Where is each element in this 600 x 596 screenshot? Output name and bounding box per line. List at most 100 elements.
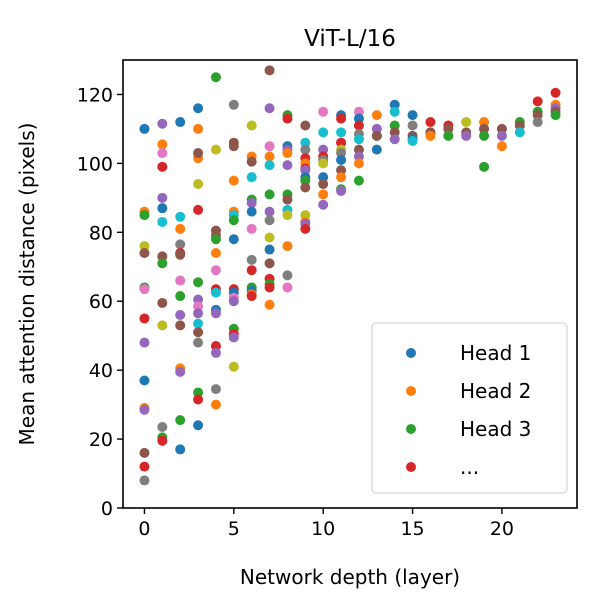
data-point (353, 175, 364, 186)
data-point (175, 117, 186, 128)
data-point (246, 223, 257, 234)
data-point (389, 134, 400, 145)
data-point (479, 130, 490, 141)
data-point (139, 123, 150, 134)
data-point (496, 123, 507, 134)
data-point (282, 194, 293, 205)
data-point (371, 130, 382, 141)
data-point (264, 189, 275, 200)
data-point (246, 172, 257, 183)
data-point (336, 185, 347, 196)
data-point (300, 165, 311, 176)
data-point (193, 394, 204, 405)
data-point (228, 141, 239, 152)
data-point (193, 301, 204, 312)
data-point (193, 318, 204, 329)
data-point (157, 258, 168, 269)
data-point (282, 270, 293, 281)
data-point (318, 199, 329, 210)
data-point (193, 123, 204, 134)
data-point (139, 375, 150, 386)
data-point (228, 215, 239, 226)
data-point (443, 123, 454, 134)
data-point (479, 117, 490, 128)
data-point (282, 210, 293, 221)
x-tick-label: 5 (228, 518, 240, 540)
data-point (264, 160, 275, 171)
data-point (210, 265, 221, 276)
data-point (514, 120, 525, 131)
data-point (175, 239, 186, 250)
data-point (353, 151, 364, 162)
data-point (139, 475, 150, 486)
plot-frame (122, 59, 578, 509)
data-point (210, 287, 221, 298)
data-point (336, 137, 347, 148)
data-point (550, 87, 561, 98)
data-point (407, 135, 418, 146)
y-tick-label: 20 (89, 429, 113, 451)
data-point (282, 282, 293, 293)
legend-marker (406, 462, 416, 472)
data-point (264, 141, 275, 152)
data-point (139, 241, 150, 252)
legend-marker (406, 348, 416, 358)
data-point (228, 99, 239, 110)
data-point (139, 337, 150, 348)
data-points (139, 65, 561, 486)
data-point (532, 110, 543, 121)
data-point (318, 144, 329, 155)
data-point (550, 110, 561, 121)
data-point (210, 72, 221, 83)
data-point (210, 144, 221, 155)
data-point (264, 232, 275, 243)
data-point (246, 206, 257, 217)
data-point (496, 130, 507, 141)
data-point (264, 65, 275, 76)
data-point (336, 165, 347, 176)
data-point (157, 118, 168, 129)
data-point (389, 99, 400, 110)
data-point (389, 127, 400, 138)
data-point (282, 160, 293, 171)
data-point (318, 179, 329, 190)
data-point (139, 447, 150, 458)
data-point (246, 156, 257, 167)
y-tick-label: 80 (89, 222, 113, 244)
data-point (193, 294, 204, 305)
data-point (157, 139, 168, 150)
data-point (443, 130, 454, 141)
data-point (210, 247, 221, 258)
data-point (193, 420, 204, 431)
data-point (300, 144, 311, 155)
data-point (353, 113, 364, 124)
data-point (318, 158, 329, 169)
data-point (228, 234, 239, 245)
data-point (193, 204, 204, 215)
data-point (210, 234, 221, 245)
data-point (407, 110, 418, 121)
x-tick-label: 20 (490, 518, 514, 540)
data-point (139, 313, 150, 324)
data-point (389, 120, 400, 131)
data-point (532, 96, 543, 107)
data-point (425, 130, 436, 141)
data-point (318, 189, 329, 200)
legend-box (371, 322, 568, 494)
data-point (532, 117, 543, 128)
data-point (175, 320, 186, 331)
data-point (264, 282, 275, 293)
data-point (210, 308, 221, 319)
data-point (210, 399, 221, 410)
legend-marker (406, 424, 416, 434)
y-axis-label: Mean attention distance (pixels) (15, 123, 39, 446)
data-point (193, 308, 204, 319)
data-point (228, 332, 239, 343)
data-point (210, 384, 221, 395)
chart-title: ViT-L/16 (304, 26, 396, 52)
data-point (157, 161, 168, 172)
data-point (157, 148, 168, 159)
data-point (175, 444, 186, 455)
data-point (193, 387, 204, 398)
